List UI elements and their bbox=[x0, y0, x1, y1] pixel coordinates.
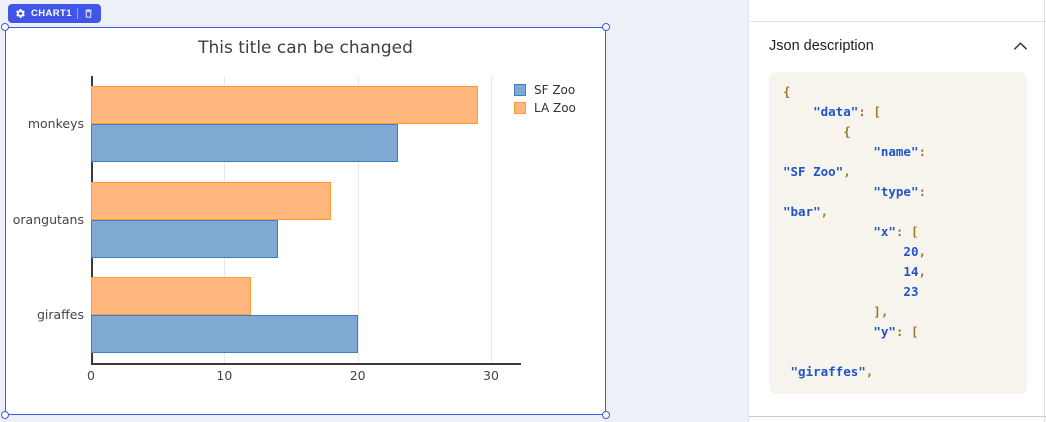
chevron-up-icon[interactable] bbox=[1011, 38, 1030, 54]
code-line: 23 bbox=[903, 284, 919, 299]
legend-label: LA Zoo bbox=[534, 101, 576, 115]
y-category-label: orangutans bbox=[12, 211, 84, 227]
code-line: { bbox=[783, 84, 791, 99]
trash-icon[interactable] bbox=[83, 8, 94, 19]
code-line: 20, bbox=[903, 244, 927, 259]
json-code-block: { "data": [ { "name": "SF Zoo", "type": "b… bbox=[769, 72, 1027, 394]
json-section-title: Json description bbox=[769, 38, 874, 54]
bar-la-zoo[interactable] bbox=[91, 86, 478, 124]
legend-label: SF Zoo bbox=[534, 83, 576, 97]
chart-card[interactable]: This title can be changed monkeys orangut… bbox=[1, 23, 610, 419]
code-line: "SF Zoo", bbox=[783, 164, 851, 179]
x-tick-label: 20 bbox=[349, 368, 366, 383]
code-line: "x": [ bbox=[873, 224, 919, 239]
code-line: "name": bbox=[873, 144, 926, 159]
x-axis-line bbox=[91, 363, 521, 365]
resize-handle-bottom-right[interactable] bbox=[602, 411, 610, 419]
x-tick-label: 0 bbox=[87, 368, 95, 383]
y-category-label: giraffes bbox=[36, 307, 84, 323]
plot-area bbox=[91, 76, 521, 365]
chart-badge-label: CHART1 bbox=[31, 8, 72, 19]
y-axis-labels: monkeys orangutans giraffes bbox=[6, 76, 84, 363]
json-section-header[interactable]: Json description bbox=[769, 38, 1030, 54]
code-line: "giraffes", bbox=[790, 364, 874, 379]
code-line: ], bbox=[783, 304, 889, 319]
resize-handle-bottom-left[interactable] bbox=[1, 411, 9, 419]
legend-item[interactable]: SF Zoo bbox=[514, 81, 576, 99]
panel-top-divider bbox=[749, 21, 1046, 22]
gridline bbox=[357, 76, 359, 363]
panel-scrollbar-track[interactable] bbox=[1044, 0, 1045, 422]
chart-selection-badge[interactable]: CHART1 bbox=[8, 4, 101, 23]
panel-bottom-divider bbox=[749, 416, 1046, 417]
gridline bbox=[491, 76, 492, 363]
bar-la-zoo[interactable] bbox=[91, 182, 331, 220]
x-tick-label: 30 bbox=[483, 368, 499, 383]
chart-legend[interactable]: SF Zoo LA Zoo bbox=[514, 81, 576, 117]
code-line: { bbox=[783, 124, 851, 139]
y-category-label: monkeys bbox=[27, 115, 84, 131]
properties-panel: Json description { "data": [ { "name": "S… bbox=[748, 0, 1046, 422]
resize-handle-top-right[interactable] bbox=[602, 23, 610, 31]
x-tick-label: 10 bbox=[216, 368, 233, 383]
chart-title: This title can be changed bbox=[198, 38, 413, 58]
resize-handle-top-left[interactable] bbox=[1, 23, 9, 31]
gear-icon[interactable] bbox=[15, 8, 26, 19]
x-axis-ticks: 0 10 20 30 bbox=[87, 368, 521, 384]
code-line: "bar", bbox=[783, 204, 829, 219]
bar-sf-zoo[interactable] bbox=[91, 220, 278, 258]
code-line: "data": [ bbox=[813, 104, 881, 119]
code-line: "type": bbox=[873, 184, 926, 199]
code-line bbox=[783, 342, 1023, 362]
bar-la-zoo[interactable] bbox=[91, 277, 251, 315]
legend-swatch bbox=[514, 102, 526, 114]
legend-swatch bbox=[514, 84, 526, 96]
code-line: 14, bbox=[903, 264, 927, 279]
bar-sf-zoo[interactable] bbox=[91, 315, 358, 353]
legend-item[interactable]: LA Zoo bbox=[514, 99, 576, 117]
code-line: "y": [ bbox=[873, 324, 919, 339]
badge-divider bbox=[76, 8, 78, 19]
bar-sf-zoo[interactable] bbox=[91, 124, 398, 162]
